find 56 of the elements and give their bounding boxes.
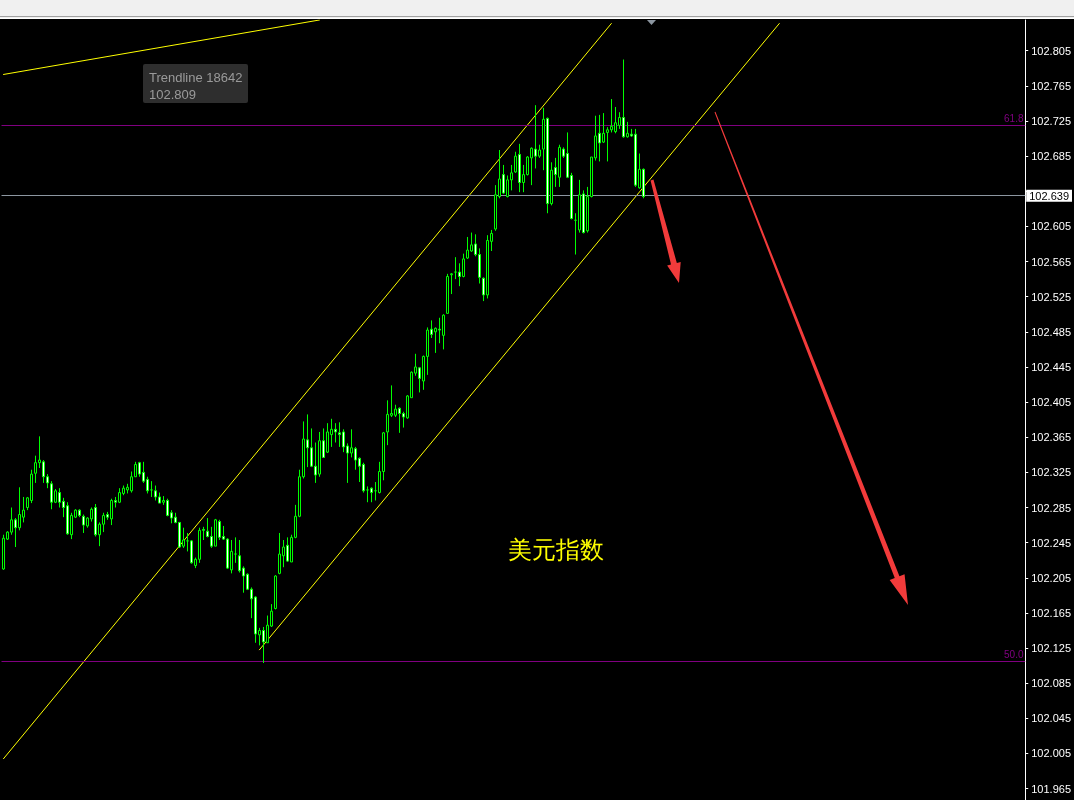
y-tick-label: 102.325: [1031, 466, 1071, 479]
candlestick: [234, 536, 237, 564]
candlestick: [366, 485, 369, 503]
candlestick: [446, 273, 449, 314]
y-tick-label: 102.045: [1031, 712, 1071, 725]
candlestick: [110, 498, 113, 526]
y-tick-label: 102.445: [1031, 360, 1071, 373]
y-tick-label: 102.565: [1031, 255, 1071, 268]
y-tick-label: 102.485: [1031, 325, 1071, 338]
candlestick: [150, 480, 153, 498]
candlestick: [558, 144, 561, 188]
y-tick-label: 102.685: [1031, 150, 1071, 163]
y-tick-label: 102.765: [1031, 79, 1071, 92]
candlestick: [230, 539, 233, 574]
y-tick-label: 102.365: [1031, 431, 1071, 444]
candlestick: [286, 536, 289, 563]
y-tick-label: 102.165: [1031, 606, 1071, 619]
y-tick-label: 102.285: [1031, 501, 1071, 514]
candlestick: [334, 422, 337, 443]
y-tick-label: 102.805: [1031, 44, 1071, 57]
candlestick: [66, 501, 69, 536]
y-tick-label: 102.085: [1031, 677, 1071, 690]
annotation: Trendline 18642 102.809: [149, 70, 243, 102]
candlestick: [634, 128, 637, 188]
ref-line-label: 102.639: [1029, 189, 1069, 202]
candlestick: [274, 574, 277, 610]
candlestick: [370, 486, 373, 503]
candlestick: [398, 406, 401, 434]
y-tick-label: 102.525: [1031, 290, 1071, 303]
y-tick-label: 101.965: [1031, 782, 1071, 795]
candlestick: [198, 527, 201, 564]
candlestick: [154, 485, 157, 501]
candlestick: [326, 422, 329, 454]
candlestick: [278, 532, 281, 575]
candlestick: [82, 514, 85, 534]
candlestick: [486, 234, 489, 299]
candlestick: [2, 534, 5, 571]
candlestick: [598, 114, 601, 162]
candlestick: [442, 313, 445, 350]
candlestick: [450, 272, 453, 295]
y-tick-label: 102.605: [1031, 220, 1071, 233]
candlestick: [518, 143, 521, 193]
y-tick-label: 102.405: [1031, 396, 1071, 409]
candlestick: [118, 487, 121, 504]
y-tick-label: 102.005: [1031, 747, 1071, 760]
y-tick-label: 102.125: [1031, 642, 1071, 655]
candlestick: [214, 518, 217, 547]
candlestick: [78, 508, 81, 518]
y-tick-label: 102.205: [1031, 571, 1071, 584]
annotation: 61.8: [1004, 113, 1024, 125]
y-tick-label: 102.725: [1031, 115, 1071, 128]
text: 美元指数: [508, 535, 604, 563]
annotation: 50.0: [1004, 648, 1024, 660]
candlestick: [622, 59, 625, 139]
y-tick-label: 102.245: [1031, 536, 1071, 549]
candlestick: [338, 421, 341, 448]
